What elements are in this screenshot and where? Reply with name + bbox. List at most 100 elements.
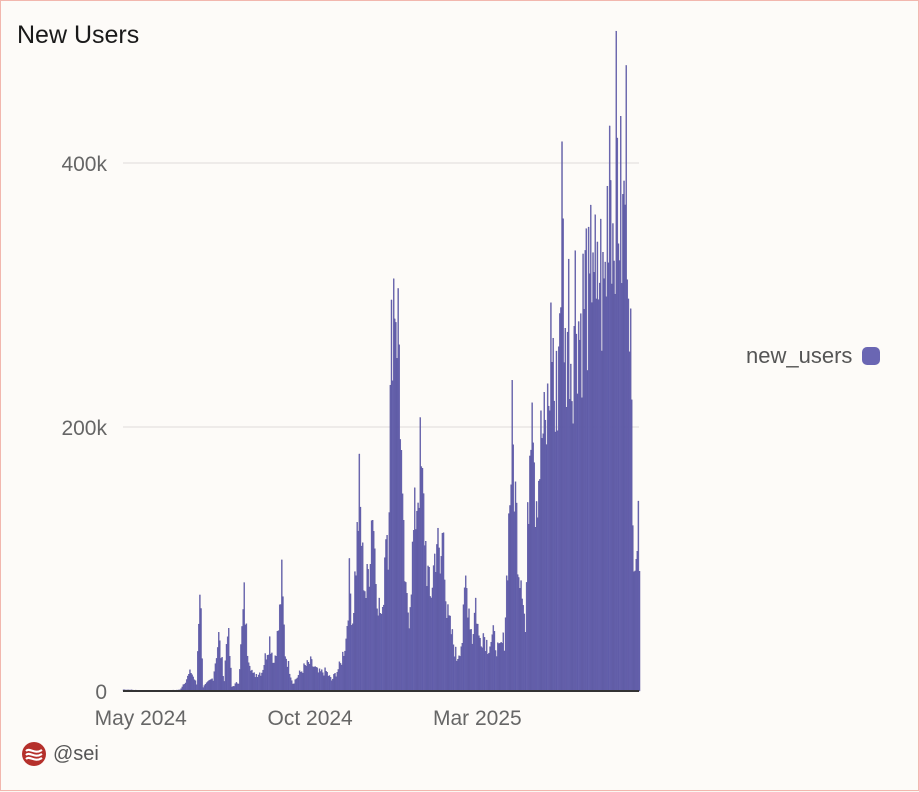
bar	[337, 669, 340, 692]
bar	[533, 462, 536, 692]
bar	[352, 623, 354, 692]
bar	[447, 604, 449, 692]
bar	[555, 350, 558, 692]
bar	[503, 650, 506, 692]
bar	[259, 672, 261, 692]
bar	[273, 662, 275, 692]
bar	[252, 673, 254, 692]
bar	[327, 675, 330, 692]
bar	[556, 430, 559, 692]
bar	[554, 431, 557, 692]
bar	[383, 604, 385, 692]
bar	[356, 522, 358, 692]
bar	[590, 204, 592, 692]
bar	[538, 480, 540, 692]
bar	[412, 530, 415, 692]
bar	[592, 252, 594, 692]
bar	[321, 669, 323, 692]
axis-ticks: 0 200k 400k May 2024 Oct 2024 Mar 2025	[61, 153, 639, 730]
bar	[596, 241, 599, 692]
bar	[497, 642, 499, 692]
bar	[518, 577, 520, 692]
bar	[420, 466, 423, 692]
bar	[301, 671, 303, 692]
bar	[253, 672, 255, 692]
bar	[296, 677, 299, 692]
bar	[606, 185, 609, 692]
bar	[346, 626, 348, 692]
bar	[586, 370, 589, 692]
bar	[514, 481, 517, 692]
bar	[496, 656, 498, 692]
bar	[215, 658, 218, 692]
bar	[315, 667, 317, 692]
bar	[358, 453, 361, 692]
bar	[368, 586, 371, 692]
bar	[316, 667, 318, 692]
bar	[513, 511, 516, 692]
bar	[287, 661, 290, 692]
bar	[429, 596, 431, 692]
bar	[401, 493, 404, 692]
bar	[381, 606, 384, 692]
bar	[290, 677, 292, 692]
bar	[311, 659, 313, 692]
bar	[396, 358, 398, 692]
bar	[332, 678, 334, 692]
bar	[624, 204, 626, 692]
bar	[580, 313, 582, 692]
bar	[331, 680, 333, 692]
bar	[409, 607, 411, 692]
bar	[603, 278, 605, 692]
bar	[617, 243, 620, 692]
bar	[448, 615, 450, 692]
bar	[404, 581, 406, 692]
bar	[479, 637, 481, 692]
bar	[295, 678, 297, 692]
bar	[470, 629, 472, 692]
bar	[414, 487, 416, 692]
bar	[561, 141, 563, 692]
bar	[618, 260, 621, 692]
bar	[488, 652, 490, 692]
bar	[476, 623, 478, 692]
bar	[523, 613, 526, 692]
bar	[193, 679, 196, 692]
bar	[515, 502, 518, 692]
bar	[584, 250, 586, 692]
bar	[411, 541, 414, 692]
bar	[565, 406, 568, 692]
bar	[460, 646, 462, 692]
bar	[280, 604, 282, 692]
bar	[508, 513, 510, 692]
bar	[450, 634, 452, 692]
bar	[468, 608, 470, 692]
bar	[522, 605, 524, 692]
bar	[610, 180, 612, 692]
bar	[441, 533, 444, 692]
bar	[455, 646, 457, 692]
bar	[583, 309, 585, 692]
footer-handle: @sei	[53, 742, 99, 765]
bar	[439, 573, 441, 692]
bar	[512, 444, 514, 692]
bar	[461, 643, 464, 692]
bar	[188, 674, 190, 692]
bar	[504, 617, 507, 692]
bar	[435, 572, 437, 692]
bar	[187, 675, 189, 692]
bar	[491, 634, 493, 692]
bar	[446, 617, 448, 692]
bar	[571, 401, 573, 692]
bar	[577, 321, 580, 692]
bar	[501, 643, 503, 692]
bar	[425, 541, 427, 692]
bar	[275, 656, 278, 692]
bar	[264, 653, 266, 692]
bar	[270, 653, 272, 692]
bar	[402, 520, 405, 692]
bar	[500, 642, 502, 692]
bar	[397, 288, 399, 692]
bar	[594, 214, 596, 692]
